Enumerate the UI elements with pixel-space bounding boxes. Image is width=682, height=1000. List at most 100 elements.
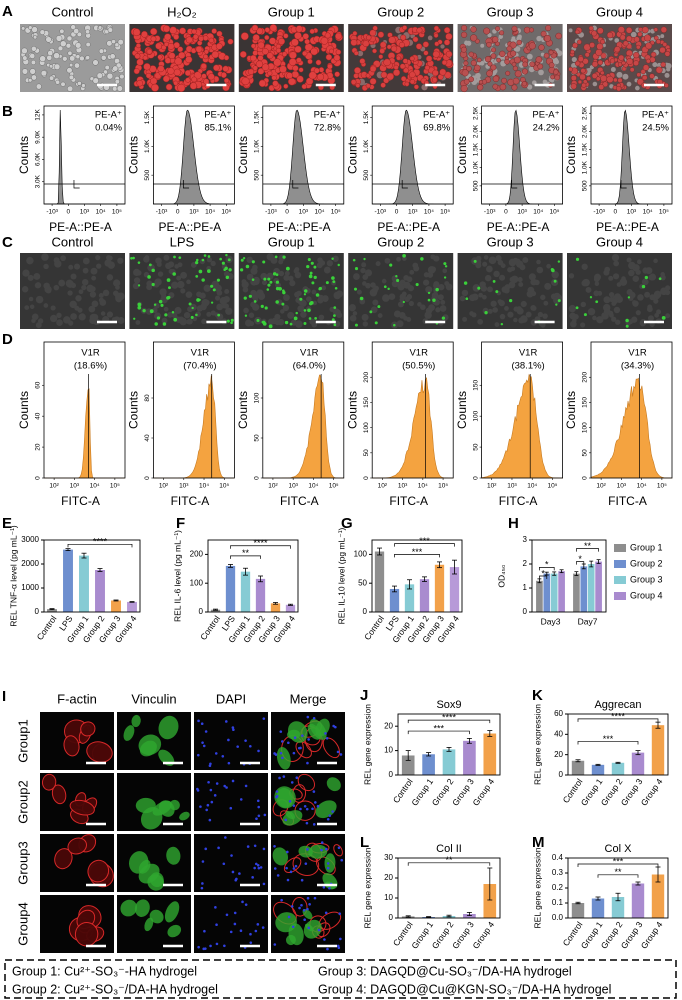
micrograph [20, 253, 125, 329]
gate-marker [183, 180, 190, 189]
y-tick-label: 1.5K [144, 110, 151, 124]
cell [293, 316, 298, 321]
cell [262, 260, 266, 264]
bar [651, 725, 665, 775]
cell [137, 284, 141, 287]
panel-letter: F [176, 515, 185, 532]
cell [417, 302, 422, 307]
cell [496, 57, 501, 63]
nucleus [305, 821, 309, 825]
cell [200, 63, 207, 70]
cell [604, 266, 611, 273]
cell [332, 280, 336, 284]
cell [303, 919, 322, 939]
cell [302, 908, 313, 920]
y-tick-label: 10 [384, 893, 393, 902]
cell [516, 36, 522, 42]
cell [157, 54, 163, 60]
cell [331, 257, 334, 260]
cell [275, 47, 282, 54]
nucleus [217, 846, 220, 850]
cell [278, 270, 285, 277]
cell [251, 291, 259, 300]
bar [611, 762, 625, 775]
cell [295, 741, 312, 759]
nucleus [292, 751, 296, 755]
cell [203, 254, 207, 257]
cell [149, 309, 154, 314]
cell [171, 281, 179, 289]
cell [441, 316, 446, 320]
micrograph [271, 834, 345, 892]
bar [483, 733, 497, 775]
significance-label: * [545, 560, 549, 570]
y-tick-label: 1.0K [254, 139, 261, 153]
cell [486, 265, 493, 273]
cell [326, 260, 333, 267]
nucleus [200, 722, 204, 726]
nucleus [287, 915, 291, 919]
nucleus [292, 867, 296, 870]
cell [68, 320, 74, 326]
cell [468, 51, 474, 58]
cell [628, 261, 636, 270]
cell [26, 256, 34, 265]
cell [551, 271, 559, 279]
cell [350, 39, 358, 46]
cell [77, 307, 83, 313]
plot-frame [371, 341, 454, 479]
cell [354, 323, 358, 327]
cell [31, 318, 36, 323]
cell [183, 311, 191, 319]
cell [542, 79, 548, 85]
cell [106, 72, 114, 80]
cell [461, 24, 468, 31]
nucleus [256, 863, 260, 867]
cell [58, 279, 66, 287]
nucleus [317, 928, 321, 932]
cell [206, 257, 213, 263]
cell [380, 71, 388, 79]
nucleus [307, 926, 311, 930]
cell [51, 784, 67, 805]
cell [382, 294, 390, 302]
cell [510, 266, 516, 272]
cell [135, 320, 141, 325]
nucleus [262, 882, 266, 886]
cell [21, 68, 29, 75]
cell [81, 284, 87, 291]
cell [151, 268, 155, 273]
y-tick-label: 1.5K [582, 142, 589, 156]
cell [416, 27, 423, 34]
significance-bracket [577, 718, 659, 722]
cell [297, 298, 305, 306]
cell [413, 84, 419, 90]
cell [538, 69, 544, 76]
cell [167, 42, 175, 50]
cell [35, 282, 42, 289]
nucleus [256, 799, 260, 803]
nucleus [213, 794, 217, 797]
cell [540, 52, 545, 57]
flow-histogram [370, 105, 454, 206]
cell [91, 300, 99, 308]
cell [294, 267, 300, 272]
cell [466, 41, 472, 46]
panel-letter: I [2, 688, 6, 705]
cell [296, 290, 302, 297]
cell [75, 295, 82, 302]
significance-label: ** [584, 541, 592, 551]
cell [321, 285, 327, 291]
nucleus [221, 755, 225, 758]
bar [285, 604, 296, 612]
cell [294, 271, 302, 279]
cell [198, 269, 203, 274]
row-label: Group1 [15, 719, 30, 762]
cell [271, 75, 277, 81]
nucleus [206, 803, 210, 807]
cell [78, 289, 84, 295]
cell [666, 67, 671, 72]
cell [321, 295, 327, 301]
cell [297, 773, 316, 792]
cell [490, 64, 497, 71]
